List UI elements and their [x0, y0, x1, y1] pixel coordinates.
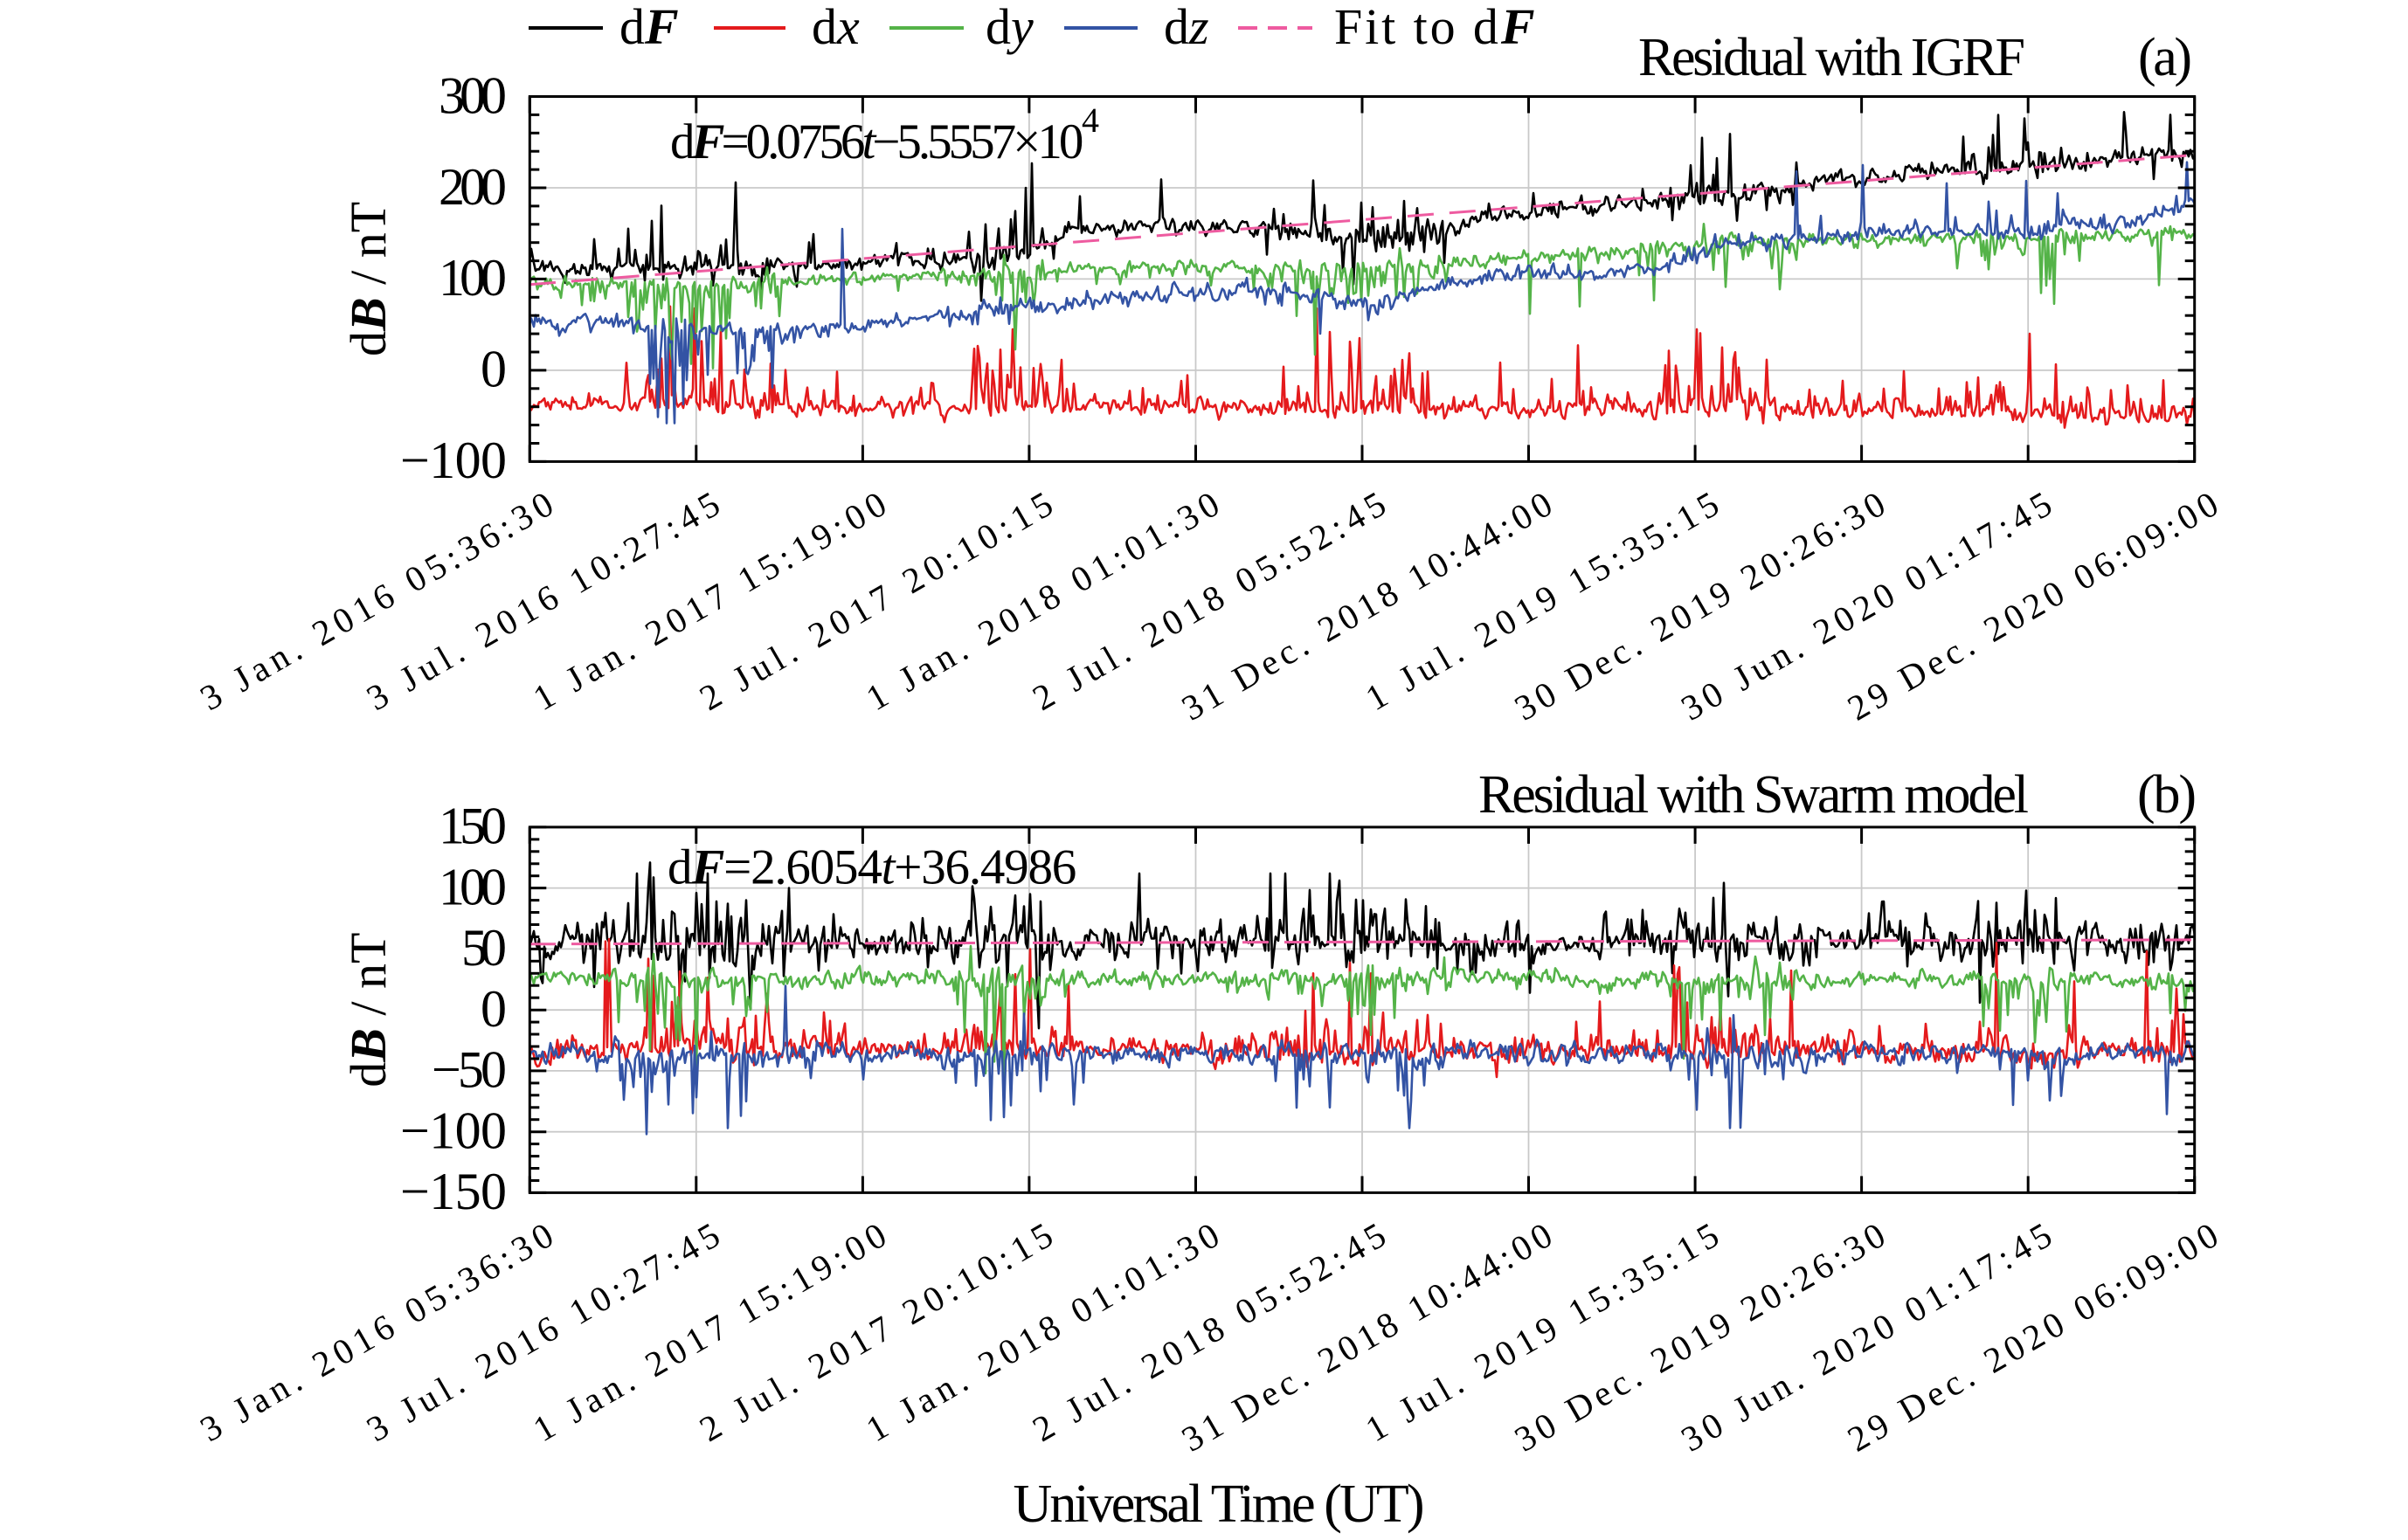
svg-text:dB / nT: dB / nT: [340, 202, 397, 356]
svg-text:dF=0.0756t−5.5557×10: dF=0.0756t−5.5557×10: [670, 114, 1083, 169]
svg-text:100: 100: [439, 249, 507, 307]
svg-text:(a): (a): [2138, 28, 2192, 87]
svg-text:Residual with IGRF: Residual with IGRF: [1638, 28, 2025, 87]
svg-text:300: 300: [439, 66, 507, 124]
svg-text:dB / nT: dB / nT: [340, 933, 397, 1088]
svg-text:50: 50: [461, 919, 507, 977]
svg-text:Universal Time (UT): Universal Time (UT): [1014, 1474, 1425, 1534]
svg-text:dy: dy: [986, 0, 1034, 55]
svg-text:0: 0: [481, 980, 507, 1038]
svg-text:−50: −50: [432, 1041, 507, 1099]
svg-text:100: 100: [439, 858, 507, 915]
svg-text:dz: dz: [1164, 0, 1209, 55]
svg-text:Residual with Swarm model: Residual with Swarm model: [1478, 765, 2029, 825]
svg-text:(b): (b): [2137, 765, 2197, 825]
svg-text:150: 150: [439, 798, 507, 855]
svg-text:−150: −150: [400, 1163, 507, 1220]
svg-text:4: 4: [1082, 100, 1099, 140]
svg-text:200: 200: [439, 158, 507, 216]
svg-text:−100: −100: [400, 432, 507, 489]
svg-text:0: 0: [481, 341, 507, 398]
svg-text:dF: dF: [619, 0, 679, 55]
svg-text:−100: −100: [400, 1102, 507, 1160]
svg-text:Fit to dF: Fit to dF: [1334, 0, 1537, 55]
svg-text:dF=2.6054t+36.4986: dF=2.6054t+36.4986: [668, 840, 1076, 895]
svg-text:dx: dx: [812, 0, 860, 55]
